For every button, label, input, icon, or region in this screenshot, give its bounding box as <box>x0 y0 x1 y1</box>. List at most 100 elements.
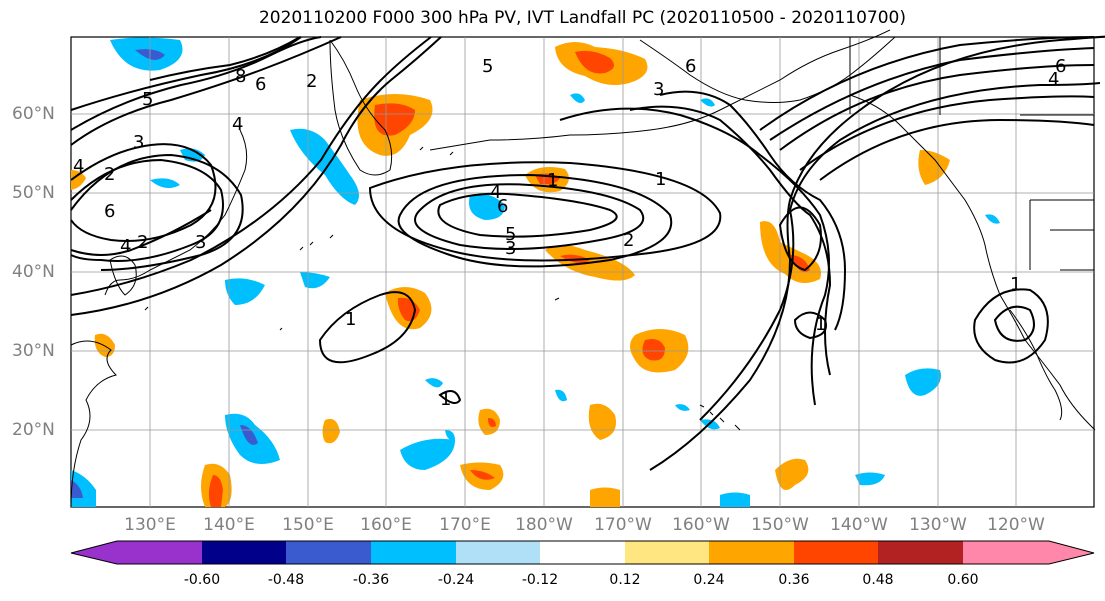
lon-label-120w: 120°W <box>987 515 1045 535</box>
contour-label: 1 <box>440 389 451 410</box>
ivt-contour <box>70 143 217 242</box>
ivt-contour <box>659 90 847 331</box>
contour-label: 6 <box>255 74 266 95</box>
ivt-contour <box>793 311 827 340</box>
lon-label-150w: 150°W <box>751 515 809 535</box>
coastlines <box>70 29 1096 508</box>
colorbar-tick: -0.12 <box>521 572 559 588</box>
lon-label-130w: 130°W <box>909 515 967 535</box>
lat-label-40n: 40°N <box>12 262 55 282</box>
map-title: 2020110200 F000 300 hPa PV, IVT Landfall… <box>258 8 906 28</box>
contour-label: 1 <box>547 170 558 191</box>
colorbar-tick: -0.24 <box>437 572 475 588</box>
pv-negative-patch <box>445 430 455 441</box>
ivt-contour <box>318 291 417 364</box>
pv-negative-patch <box>300 272 330 289</box>
pv-positive-core <box>208 475 223 507</box>
hawaii-islands <box>699 404 741 431</box>
ivt-contour <box>649 35 1105 471</box>
pv-anomaly-shading <box>71 42 950 507</box>
ivt-contour <box>799 95 1095 171</box>
island-dots <box>144 146 560 331</box>
ivt-contour <box>397 173 673 268</box>
contour-label: 1 <box>655 169 666 190</box>
contour-label: 3 <box>505 238 516 259</box>
ivt-contour <box>70 36 302 111</box>
colorbar-tick: -0.60 <box>183 572 221 588</box>
ivt-contour <box>70 158 224 262</box>
pv-negative-patch <box>700 98 715 107</box>
pv-positive-patch <box>588 403 616 440</box>
ivt-contour <box>699 82 1101 421</box>
pv-negative-patch <box>150 178 180 189</box>
contour-label: 2 <box>623 230 634 251</box>
lon-label-170w: 170°W <box>594 515 652 535</box>
pv-positive-patch <box>71 170 86 190</box>
ivt-contour <box>70 153 244 271</box>
ivt-contour <box>70 36 442 316</box>
lon-label-160e: 160°E <box>360 515 412 535</box>
pv-negative-patch <box>905 368 941 396</box>
contour-label: 6 <box>497 196 508 217</box>
lon-label-180w: 180°W <box>515 515 573 535</box>
na-west-coastline <box>849 94 1096 431</box>
kamchatka-coastline <box>329 39 393 176</box>
ivt-contour <box>769 47 1095 141</box>
aleutian-coastline <box>429 29 891 151</box>
ivt-contours <box>70 35 1105 471</box>
ivt-contour <box>368 161 722 262</box>
colorbar-tick: 0.36 <box>778 572 810 588</box>
contour-label: 4 <box>73 156 84 177</box>
contour-label: 2 <box>137 232 148 253</box>
pv-positive-patch <box>322 418 340 444</box>
colorbar-tick: 0.12 <box>609 572 641 588</box>
pv-negative-patch <box>469 193 505 220</box>
korea-coastline <box>109 255 137 296</box>
pv-negative-patch <box>985 214 1000 224</box>
contour-labels: 5 8 6 4 2 3 4 2 6 4 3 2 1 4 6 5 3 2 1 1 … <box>73 56 1066 410</box>
contour-label: 5 <box>505 224 516 245</box>
pv-negative-patch <box>425 378 443 388</box>
contour-label: 4 <box>490 182 501 203</box>
lon-label-130e: 130°E <box>124 515 176 535</box>
contour-label: 2 <box>104 164 115 185</box>
ivt-contour <box>778 206 822 272</box>
ivt-contour <box>438 390 462 405</box>
lon-label-160w: 160°W <box>672 515 730 535</box>
ivt-contour <box>437 192 618 238</box>
colorbar-tick: 0.48 <box>862 572 894 588</box>
contour-label: 6 <box>685 56 696 77</box>
pv-negative-patch <box>675 404 690 411</box>
pv-positive-patch <box>775 458 809 490</box>
pv-positive-core <box>488 418 496 427</box>
contour-label: 3 <box>195 232 206 253</box>
colorbar-tick: -0.48 <box>267 572 305 588</box>
pv-negative-patch <box>400 438 455 470</box>
pv-positive-core <box>575 50 614 74</box>
contour-label: 2 <box>306 71 317 92</box>
japan-coastline <box>104 129 248 296</box>
pv-negative-patch <box>855 472 885 486</box>
lat-label-60n: 60°N <box>12 104 55 124</box>
pv-negative-patch <box>290 128 359 205</box>
ivt-contour <box>149 36 301 81</box>
pv-negative-core <box>71 480 83 498</box>
colorbar-tick: 0.60 <box>947 572 979 588</box>
pv-positive-patch <box>590 487 620 507</box>
lon-label-140w: 140°W <box>830 515 888 535</box>
contour-label: 6 <box>1055 56 1066 77</box>
pv-positive-core <box>642 339 665 361</box>
pv-positive-core <box>790 255 810 273</box>
contour-label: 3 <box>133 132 144 153</box>
ivt-contour <box>70 36 432 296</box>
ivt-contour <box>414 183 645 250</box>
colorbar-tick: 0.24 <box>693 572 725 588</box>
ivt-contour <box>779 64 1095 151</box>
pv-positive-patch <box>918 150 950 185</box>
contour-label: 5 <box>482 56 493 77</box>
contour-label: 6 <box>104 201 115 222</box>
ivt-contour <box>70 36 342 146</box>
lon-label-150e: 150°E <box>282 515 334 535</box>
contour-label: 3 <box>653 79 664 100</box>
lon-label-170e: 170°E <box>439 515 491 535</box>
